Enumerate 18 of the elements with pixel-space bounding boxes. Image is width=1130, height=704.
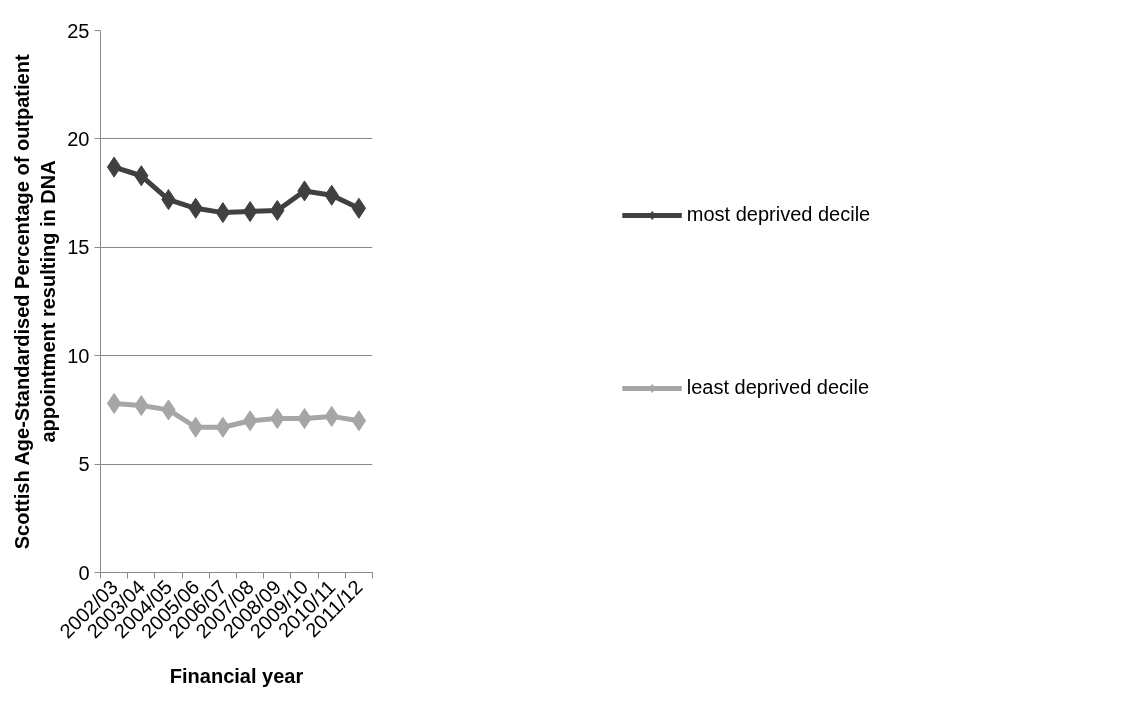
y-tick-label: 25 bbox=[67, 19, 90, 42]
x-axis-title: Financial year bbox=[169, 665, 304, 688]
point bbox=[106, 156, 122, 178]
point bbox=[351, 197, 367, 219]
legend-label: most deprived decile bbox=[686, 203, 871, 226]
y-tick-label: 15 bbox=[67, 236, 90, 259]
y-tick-label: 20 bbox=[67, 127, 90, 150]
point bbox=[242, 201, 258, 223]
legend-label: least deprived decile bbox=[686, 376, 870, 399]
y-tick-label: 0 bbox=[78, 561, 90, 584]
point bbox=[215, 202, 231, 224]
y-tick-label: 10 bbox=[67, 344, 90, 367]
y-axis-title: Scottish Age-Standardised Percentage of outpatient appointment resulting in DNA bbox=[10, 54, 60, 550]
point bbox=[242, 410, 258, 432]
point bbox=[351, 410, 367, 432]
point bbox=[215, 416, 231, 438]
point bbox=[106, 392, 122, 414]
y-tick-label: 5 bbox=[78, 453, 90, 476]
